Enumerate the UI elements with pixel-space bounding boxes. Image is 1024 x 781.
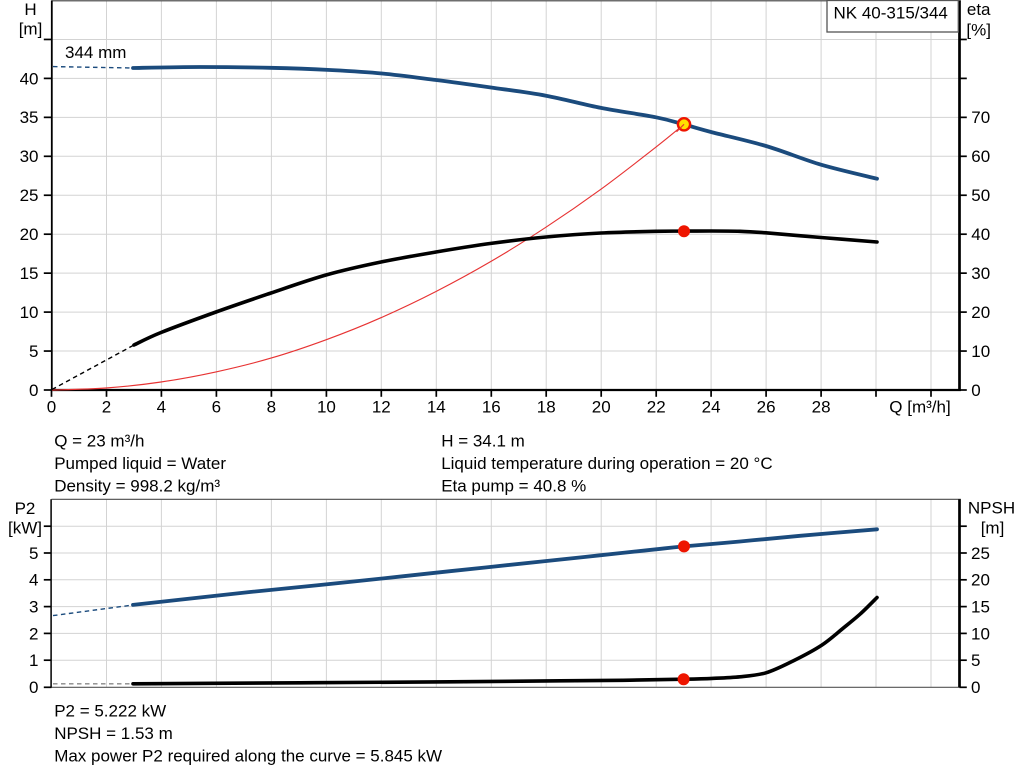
svg-text:8: 8 — [267, 397, 276, 416]
svg-text:20: 20 — [592, 397, 611, 416]
svg-text:Q = 23 m³/h: Q = 23 m³/h — [54, 431, 144, 450]
svg-text:Liquid temperature during oper: Liquid temperature during operation = 20… — [441, 454, 772, 473]
svg-text:10: 10 — [317, 397, 336, 416]
svg-text:30: 30 — [20, 147, 39, 166]
svg-text:6: 6 — [212, 397, 221, 416]
svg-text:20: 20 — [971, 571, 990, 590]
svg-text:[m]: [m] — [19, 20, 43, 39]
svg-text:10: 10 — [971, 624, 990, 643]
svg-text:0: 0 — [29, 678, 38, 697]
svg-text:[kW]: [kW] — [8, 519, 42, 538]
svg-text:0: 0 — [971, 678, 980, 697]
svg-text:16: 16 — [482, 397, 501, 416]
svg-text:12: 12 — [372, 397, 391, 416]
svg-text:20: 20 — [971, 303, 990, 322]
svg-text:eta: eta — [967, 0, 991, 19]
svg-text:15: 15 — [971, 598, 990, 617]
svg-text:0: 0 — [971, 381, 980, 400]
svg-text:22: 22 — [647, 397, 666, 416]
svg-text:NPSH = 1.53 m: NPSH = 1.53 m — [54, 724, 173, 743]
svg-text:50: 50 — [971, 186, 990, 205]
svg-text:40: 40 — [971, 225, 990, 244]
svg-text:4: 4 — [29, 571, 38, 590]
svg-text:[m]: [m] — [981, 519, 1005, 538]
svg-text:Eta pump = 40.8 %: Eta pump = 40.8 % — [441, 477, 586, 496]
svg-text:0: 0 — [47, 397, 56, 416]
svg-text:14: 14 — [427, 397, 446, 416]
svg-text:4: 4 — [157, 397, 166, 416]
svg-text:5: 5 — [971, 651, 980, 670]
svg-text:70: 70 — [971, 108, 990, 127]
svg-text:10: 10 — [971, 342, 990, 361]
svg-text:NPSH: NPSH — [968, 499, 1015, 518]
svg-text:0: 0 — [29, 381, 38, 400]
svg-text:25: 25 — [20, 186, 39, 205]
svg-text:15: 15 — [20, 264, 39, 283]
svg-text:35: 35 — [20, 108, 39, 127]
svg-text:10: 10 — [20, 303, 39, 322]
svg-text:344 mm: 344 mm — [65, 43, 126, 62]
svg-text:28: 28 — [812, 397, 831, 416]
svg-text:18: 18 — [537, 397, 556, 416]
svg-text:2: 2 — [29, 624, 38, 643]
svg-text:2: 2 — [102, 397, 111, 416]
svg-text:60: 60 — [971, 147, 990, 166]
svg-text:P2 = 5.222 kW: P2 = 5.222 kW — [54, 702, 166, 721]
svg-text:20: 20 — [20, 225, 39, 244]
svg-text:P2: P2 — [15, 499, 36, 518]
svg-text:40: 40 — [20, 69, 39, 88]
svg-text:1: 1 — [29, 651, 38, 670]
svg-text:25: 25 — [971, 544, 990, 563]
svg-text:Max power P2 required along th: Max power P2 required along the curve = … — [54, 747, 442, 766]
svg-text:3: 3 — [29, 598, 38, 617]
svg-text:Density = 998.2 kg/m³: Density = 998.2 kg/m³ — [54, 477, 220, 496]
svg-text:24: 24 — [702, 397, 721, 416]
svg-text:H: H — [24, 0, 36, 19]
svg-text:Pumped liquid = Water: Pumped liquid = Water — [54, 454, 226, 473]
svg-text:5: 5 — [29, 544, 38, 563]
svg-text:26: 26 — [757, 397, 776, 416]
svg-text:5: 5 — [29, 342, 38, 361]
svg-text:Q [m³/h]: Q [m³/h] — [889, 397, 950, 416]
svg-text:H = 34.1 m: H = 34.1 m — [441, 431, 525, 450]
svg-text:[%]: [%] — [966, 21, 991, 40]
svg-text:NK 40-315/344: NK 40-315/344 — [834, 4, 948, 23]
svg-text:30: 30 — [971, 264, 990, 283]
